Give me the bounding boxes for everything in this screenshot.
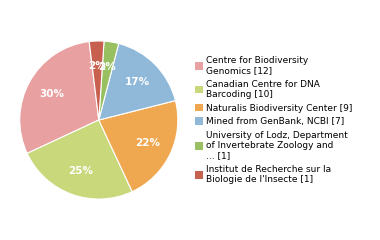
Text: 2%: 2% — [98, 62, 116, 72]
Wedge shape — [20, 42, 99, 153]
Wedge shape — [99, 101, 178, 192]
Wedge shape — [99, 43, 176, 120]
Text: 22%: 22% — [135, 138, 160, 148]
Legend: Centre for Biodiversity
Genomics [12], Canadian Centre for DNA
Barcoding [10], N: Centre for Biodiversity Genomics [12], C… — [195, 56, 353, 184]
Wedge shape — [99, 41, 119, 120]
Text: 30%: 30% — [39, 89, 64, 99]
Text: 25%: 25% — [68, 166, 93, 175]
Wedge shape — [27, 120, 132, 199]
Wedge shape — [89, 41, 104, 120]
Text: 17%: 17% — [124, 77, 149, 87]
Text: 2%: 2% — [89, 61, 106, 71]
